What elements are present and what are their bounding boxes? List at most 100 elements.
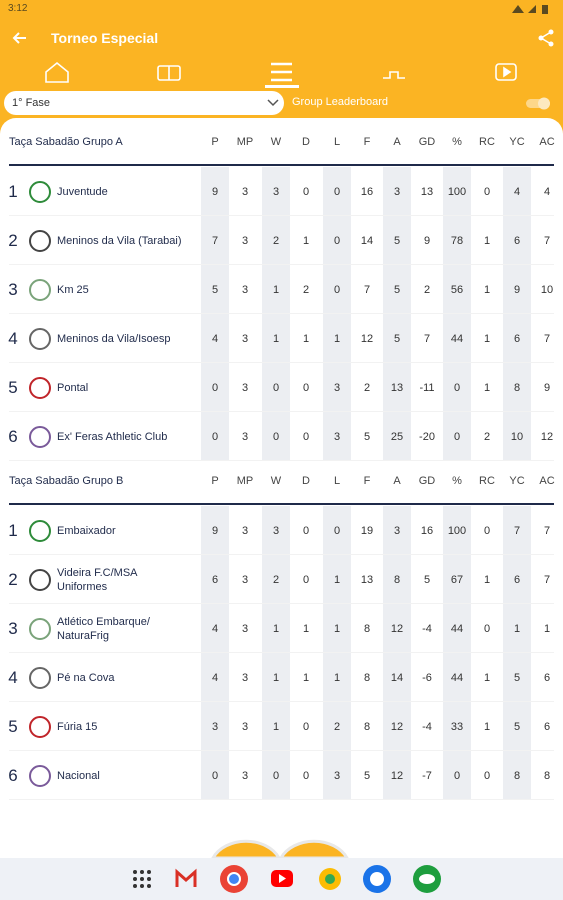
column-header: L bbox=[333, 475, 341, 487]
stat-value: 3 bbox=[393, 524, 401, 537]
stat-value: 0 bbox=[272, 381, 280, 394]
team-logo bbox=[29, 617, 51, 640]
stat-value: 1 bbox=[543, 622, 551, 635]
stat-value: 7 bbox=[543, 573, 551, 586]
stat-value: 7 bbox=[543, 524, 551, 537]
leaderboard-toggle[interactable] bbox=[524, 95, 554, 111]
phase-dropdown[interactable]: 1° Fase bbox=[4, 91, 284, 115]
stat-value: 1 bbox=[302, 622, 310, 635]
dock-apps bbox=[133, 865, 441, 893]
stat-value: 8 bbox=[363, 720, 371, 733]
stat-value: 1 bbox=[272, 283, 280, 296]
team-name[interactable]: Km 25 bbox=[57, 283, 89, 296]
stat-value: 6 bbox=[543, 720, 551, 733]
group-name: Taça Sabadão Grupo B bbox=[9, 475, 124, 487]
stat-value: 5 bbox=[423, 573, 431, 586]
rank: 3 bbox=[8, 279, 18, 299]
stat-value: 2 bbox=[423, 283, 431, 296]
stat-value: 1 bbox=[272, 332, 280, 345]
team-logo bbox=[29, 666, 51, 689]
team-name[interactable]: Embaixador bbox=[57, 524, 116, 537]
team-logo bbox=[29, 180, 51, 203]
team-logo bbox=[29, 327, 51, 350]
stat-value: 5 bbox=[211, 283, 219, 296]
team-name[interactable]: Ex' Feras Athletic Club bbox=[57, 430, 168, 443]
team-logo bbox=[29, 376, 51, 399]
stat-value: -4 bbox=[422, 720, 432, 733]
stat-value: 5 bbox=[363, 430, 371, 443]
stat-value: 4 bbox=[211, 671, 219, 684]
row-divider bbox=[9, 701, 554, 702]
stat-value: 4 bbox=[211, 622, 219, 635]
standings-card: Taça Sabadão Grupo A P MP W D L F A GD% RC YC AC 1 Ju… bbox=[0, 118, 563, 858]
team-name[interactable]: Meninos da Vila (Tarabai) bbox=[57, 234, 182, 247]
team-name[interactable]: Atlético Embarque/ NaturaFrig bbox=[57, 615, 150, 642]
phase-label: 1° Fase bbox=[12, 97, 51, 109]
column-shade bbox=[383, 506, 411, 800]
stat-value: 3 bbox=[241, 332, 249, 345]
stat-value: -4 bbox=[422, 622, 432, 635]
stat-value: 4 bbox=[211, 332, 219, 345]
column-header: GD bbox=[418, 136, 436, 148]
stat-value: 33 bbox=[450, 720, 464, 733]
column-header: GD bbox=[418, 475, 436, 487]
stat-value: 44 bbox=[450, 622, 464, 635]
tab-bracket[interactable] bbox=[383, 71, 405, 79]
column-shade bbox=[443, 167, 471, 461]
row-divider bbox=[9, 411, 554, 412]
team-logo bbox=[29, 568, 51, 591]
column-shade bbox=[383, 167, 411, 461]
column-header: % bbox=[452, 475, 462, 487]
tab-video[interactable] bbox=[495, 63, 517, 81]
app-bar bbox=[0, 0, 563, 140]
stat-value: 10 bbox=[540, 283, 554, 296]
team-name[interactable]: Pé na Cova bbox=[57, 671, 115, 684]
row-divider bbox=[9, 313, 554, 314]
column-header: L bbox=[333, 136, 341, 148]
stat-value: 3 bbox=[333, 381, 341, 394]
stat-value: 8 bbox=[543, 769, 551, 782]
column-header: P bbox=[211, 475, 219, 487]
tab-home[interactable] bbox=[45, 61, 69, 83]
column-header: W bbox=[270, 136, 282, 148]
stat-value: 0 bbox=[302, 185, 310, 198]
stat-value: 1 bbox=[272, 671, 280, 684]
stat-value: 0 bbox=[333, 185, 341, 198]
team-name[interactable]: Videira F.C/MSA Uniformes bbox=[57, 566, 137, 593]
back-button[interactable] bbox=[10, 28, 30, 48]
stat-value: 7 bbox=[423, 332, 431, 345]
stat-value: 2 bbox=[483, 430, 491, 443]
header-divider bbox=[9, 164, 554, 166]
stat-value: 1 bbox=[302, 332, 310, 345]
stat-value: 12 bbox=[540, 430, 554, 443]
stat-value: 6 bbox=[513, 234, 521, 247]
column-shade bbox=[443, 506, 471, 800]
column-header: F bbox=[363, 136, 371, 148]
team-logo bbox=[29, 425, 51, 448]
team-name[interactable]: Pontal bbox=[57, 381, 89, 394]
stat-value: 3 bbox=[333, 430, 341, 443]
row-divider bbox=[9, 460, 554, 461]
stat-value: 19 bbox=[360, 524, 374, 537]
column-header: AC bbox=[539, 475, 555, 487]
stat-value: 2 bbox=[272, 573, 280, 586]
tab-standings[interactable] bbox=[271, 62, 292, 82]
stat-value: 8 bbox=[513, 381, 521, 394]
team-logo bbox=[29, 229, 51, 252]
team-name[interactable]: Meninos da Vila/Isoesp bbox=[57, 332, 171, 345]
rank: 5 bbox=[8, 377, 18, 397]
column-header: MP bbox=[236, 136, 254, 148]
team-name[interactable]: Juventude bbox=[57, 185, 108, 198]
stat-value: 78 bbox=[450, 234, 464, 247]
stat-value: 8 bbox=[363, 671, 371, 684]
team-name[interactable]: Nacional bbox=[57, 769, 100, 782]
stat-value: 25 bbox=[390, 430, 404, 443]
share-button[interactable] bbox=[537, 29, 555, 47]
team-name[interactable]: Fúria 15 bbox=[57, 720, 98, 733]
stat-value: 1 bbox=[333, 671, 341, 684]
column-header: MP bbox=[236, 475, 254, 487]
stat-value: -11 bbox=[419, 381, 435, 394]
column-header: RC bbox=[479, 475, 495, 487]
column-header: YC bbox=[509, 136, 525, 148]
stat-value: 3 bbox=[241, 622, 249, 635]
